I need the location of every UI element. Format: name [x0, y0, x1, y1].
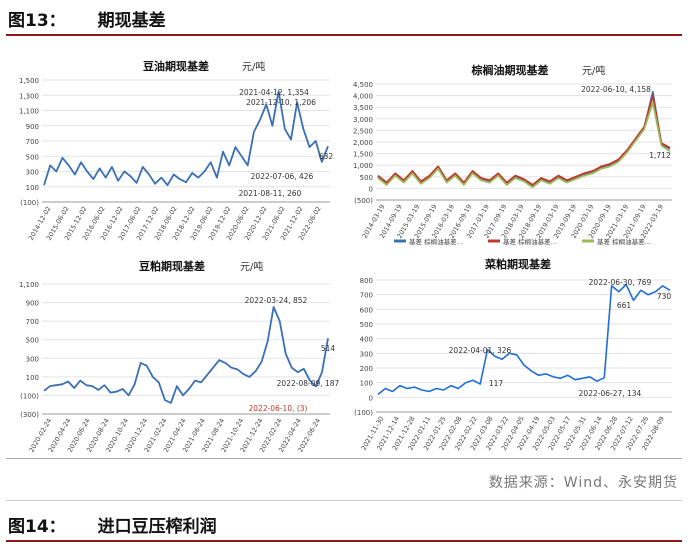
- y-tick-label: 800: [360, 277, 373, 285]
- data-label: 514: [321, 344, 336, 353]
- chart-title: 菜粕期现基差: [484, 257, 551, 271]
- data-label: 2022-07-06, 426: [251, 172, 314, 181]
- figure-13-title: 期现基差: [97, 11, 166, 31]
- y-tick-label: 700: [26, 138, 39, 146]
- y-tick-label: (100): [354, 409, 373, 417]
- y-tick-label: 1,500: [353, 151, 373, 159]
- chart-title: 豆粕期现基差: [139, 259, 205, 273]
- rapeseed-meal-basis-chart: 菜粕期现基差 800 700 600 500 400 300 200 100 0 (100) 2021…: [342, 256, 682, 452]
- figure-14-rule-top: [6, 500, 682, 501]
- figure-13-label: 图13： 期现基差: [8, 6, 166, 31]
- y-tick-label: 500: [26, 153, 39, 161]
- y-tick-label: 1,100: [19, 108, 39, 116]
- y-tick-label: 2,000: [353, 139, 373, 147]
- chart-title: 棕榈油期现基差: [471, 63, 549, 77]
- y-tick-label: 500: [26, 337, 39, 345]
- y-tick-label: 100: [26, 374, 39, 382]
- data-label: 730: [657, 292, 672, 301]
- figure-14-rule: [6, 540, 682, 542]
- y-tick-label: 1,300: [19, 92, 39, 100]
- series-line-1: [377, 283, 671, 396]
- y-tick-label: 4,000: [353, 93, 373, 101]
- data-label: 632: [319, 152, 334, 161]
- y-tick-label: 0: [369, 394, 373, 402]
- series-line-1: [43, 90, 329, 187]
- y-tick-label: 300: [26, 355, 39, 363]
- y-tick-label: 300: [360, 350, 373, 358]
- chart-unit: 元/吨: [582, 64, 605, 77]
- figure-13-number: 图13：: [8, 11, 66, 31]
- y-tick-label: 500: [360, 174, 373, 182]
- series-line-1: [377, 91, 671, 188]
- data-label: 2022-04-01, 326: [449, 346, 512, 355]
- y-tick-label: 900: [26, 123, 39, 131]
- y-tick-label: 0: [369, 185, 373, 193]
- data-label: 2022-08-09, 187: [277, 379, 340, 388]
- data-source-note: 数据来源：Wind、永安期货: [488, 475, 678, 491]
- y-tick-label: 4,500: [353, 81, 373, 89]
- y-tick-label: 1,000: [353, 162, 373, 170]
- legend-label: 基差 棕榈油基差…: [597, 237, 651, 246]
- y-tick-label: (100): [20, 392, 39, 400]
- data-label: 661: [617, 301, 632, 310]
- y-tick-label: (300): [20, 411, 39, 419]
- y-tick-label: 3,000: [353, 116, 373, 124]
- y-tick-label: 700: [360, 292, 373, 300]
- palm-oil-basis-chart: 棕榈油期现基差 元/吨 4,500 4,000 3,500 3,000 2,500 2,000…: [342, 52, 682, 248]
- figure-13-rule: [6, 34, 682, 36]
- series-line-3: [377, 101, 671, 189]
- y-tick-label: 700: [26, 318, 39, 326]
- y-tick-label: 100: [26, 184, 39, 192]
- y-tick-label: 400: [360, 336, 373, 344]
- y-tick-label: 300: [26, 169, 39, 177]
- series-line-1: [43, 306, 329, 404]
- figure-13-bottom-rule: [6, 458, 682, 459]
- chart-unit: 元/吨: [240, 260, 263, 273]
- figure-14-label: 图14： 进口豆压榨利润: [8, 512, 217, 537]
- data-label: 2022-06-30, 769: [589, 278, 652, 287]
- data-label: 2022-06-10, (3): [249, 404, 308, 413]
- y-tick-label: 500: [360, 321, 373, 329]
- y-tick-label: (100): [20, 199, 39, 207]
- chart-title: 豆油期现基差: [143, 59, 209, 73]
- data-label: 2021-08-11, 260: [239, 189, 302, 198]
- data-label: 2022-06-27, 134: [579, 389, 642, 398]
- data-label: 2021-04-12, 1,354: [239, 88, 309, 97]
- data-label: 2022-03-24, 852: [245, 296, 308, 305]
- data-label: 2021-12-10, 1,206: [246, 98, 316, 107]
- figure-14-title: 进口豆压榨利润: [97, 517, 217, 537]
- y-tick-label: 200: [360, 365, 373, 373]
- y-tick-label: 1,500: [19, 77, 39, 85]
- series-line-2: [377, 94, 671, 186]
- legend-label: 基差 棕榈油基差…: [503, 237, 557, 246]
- legend-label: 基差 棕榈油基差…: [409, 237, 463, 246]
- y-tick-label: 100: [360, 380, 373, 388]
- y-tick-label: 3,500: [353, 104, 373, 112]
- data-label: 1,712: [649, 151, 671, 160]
- soybean-oil-basis-chart: 豆油期现基差 元/吨 1,500 1,300 1,100 900 700 500 300 100 (…: [6, 52, 340, 248]
- soybean-meal-basis-chart: 豆粕期现基差 元/吨 1,100 900 700 500 300 100 (100) (300) 2…: [6, 256, 340, 452]
- y-tick-label: 900: [26, 300, 39, 308]
- y-tick-label: (500): [354, 197, 373, 205]
- figure-14-number: 图14：: [8, 517, 66, 537]
- chart-unit: 元/吨: [242, 60, 265, 73]
- y-tick-label: 600: [360, 306, 373, 314]
- y-tick-label: 1,100: [19, 281, 39, 289]
- data-label: 2022-06-10, 4,158: [581, 85, 651, 94]
- y-tick-label: 2,500: [353, 127, 373, 135]
- data-label: 117: [489, 379, 504, 388]
